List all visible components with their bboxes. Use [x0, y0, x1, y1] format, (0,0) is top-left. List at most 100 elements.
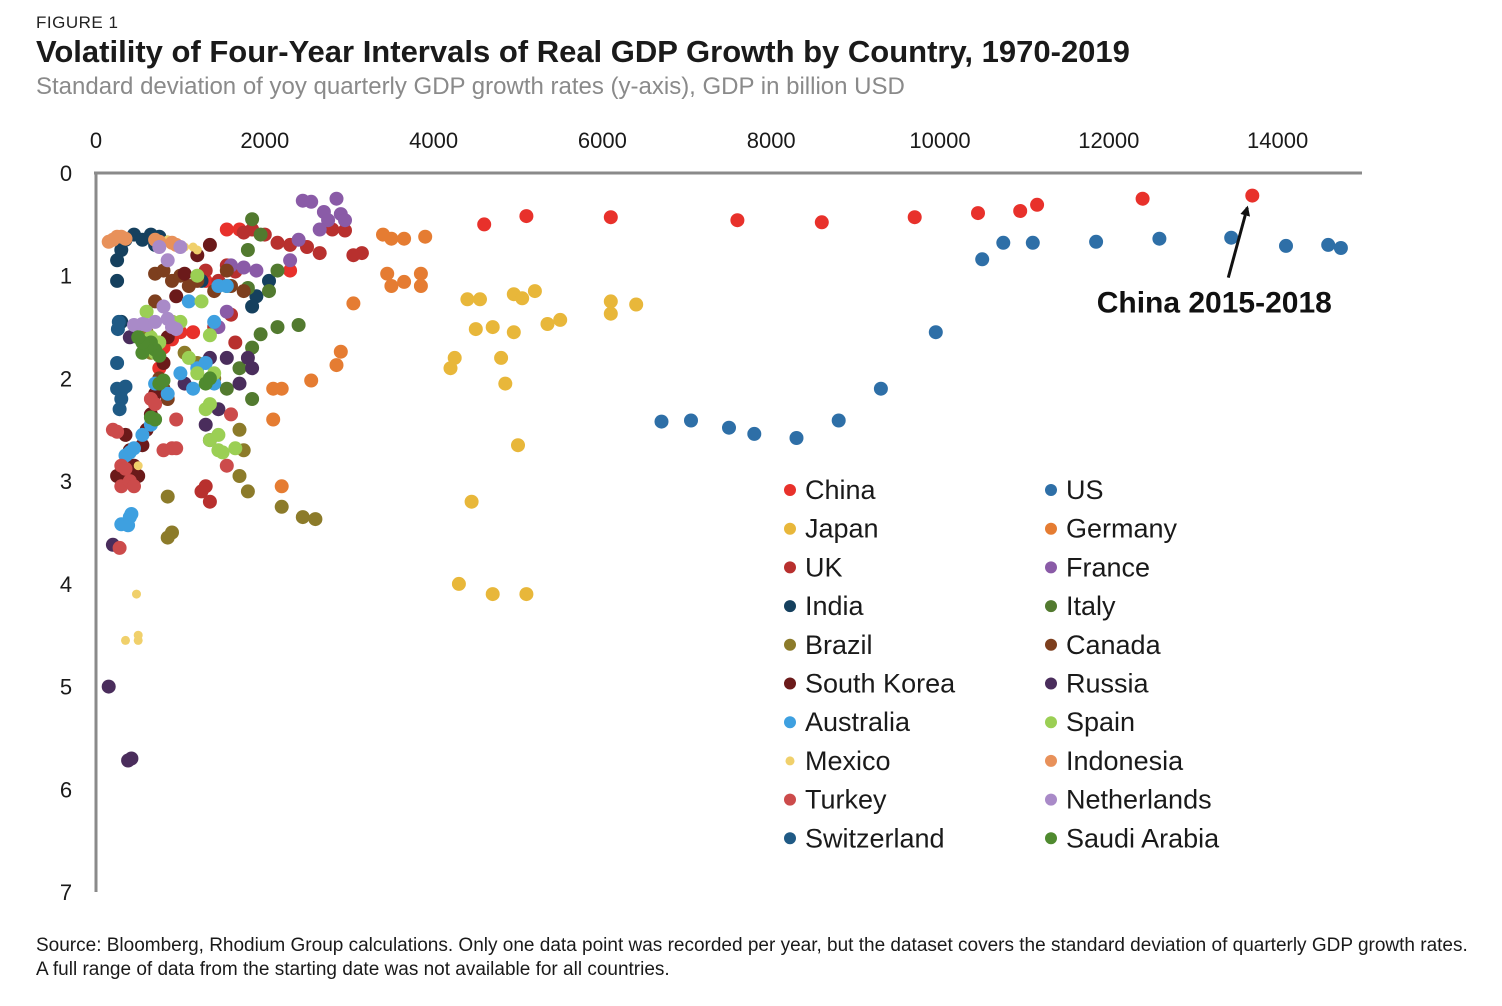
source-note: Source: Bloomberg, Rhodium Group calcula…	[36, 935, 1468, 980]
data-point-france	[321, 213, 336, 228]
data-point-uk	[354, 246, 369, 261]
legend: China US Japan Germany UK France India Italy Bra…	[784, 475, 1220, 853]
data-point-china	[283, 263, 298, 278]
data-point-australia	[160, 386, 175, 401]
data-point-us	[1152, 231, 1167, 246]
data-point-brazil	[240, 484, 255, 499]
data-point-us	[789, 431, 804, 445]
data-point-turkey	[148, 397, 163, 412]
data-point-italy	[253, 227, 268, 242]
data-point-germany	[304, 373, 319, 388]
data-point-china	[1245, 188, 1260, 203]
axes: 0 2000 4000 6000 8000 10000 12000 14000 0 1 2 3 4 5 6 7	[60, 128, 1362, 905]
annotation-arrow	[1226, 205, 1251, 278]
data-point-brazil	[232, 422, 247, 437]
legend-marker	[784, 484, 796, 496]
data-point-saudi-arabia	[135, 345, 150, 360]
data-point-spain	[211, 427, 226, 442]
data-point-italy	[270, 263, 285, 278]
data-point-uk	[338, 223, 352, 238]
data-point-russia	[219, 350, 234, 365]
data-point-china	[971, 206, 985, 221]
legend-label: Netherlands	[1066, 785, 1212, 815]
data-point-netherlands	[173, 240, 188, 254]
data-point-japan	[498, 376, 513, 391]
data-point-germany	[397, 231, 412, 246]
legend-label: Brazil	[805, 630, 873, 660]
data-point-us	[1224, 230, 1239, 245]
data-point-italy	[245, 392, 260, 406]
data-point-spain	[228, 441, 243, 456]
data-point-us	[873, 381, 888, 396]
data-point-spain	[202, 397, 217, 412]
data-point-italy	[219, 381, 234, 396]
data-point-australia	[198, 356, 213, 370]
data-point-us	[996, 235, 1011, 250]
data-point-italy	[245, 212, 260, 227]
x-tick-label: 14000	[1247, 128, 1308, 153]
legend-label: Australia	[805, 707, 911, 737]
data-point-spain	[139, 304, 154, 319]
data-point-japan	[540, 317, 555, 331]
legend-marker	[784, 600, 796, 613]
data-point-italy	[253, 327, 268, 342]
legend-marker	[1045, 754, 1057, 767]
data-point-us	[654, 414, 669, 429]
data-point-china	[219, 222, 234, 237]
data-point-china	[730, 213, 745, 228]
data-point-france	[291, 232, 306, 247]
y-tick-label: 2	[60, 366, 72, 391]
y-tick-label: 7	[60, 880, 72, 905]
data-point-germany	[384, 279, 399, 293]
data-point-spain	[202, 328, 217, 343]
x-tick-label: 2000	[240, 128, 289, 153]
data-point-japan	[519, 587, 534, 602]
data-point-italy	[240, 243, 255, 257]
x-tick-label: 12000	[1078, 128, 1139, 153]
data-point-us	[1025, 235, 1040, 250]
data-point-france	[219, 304, 234, 319]
data-point-france	[249, 263, 264, 278]
data-point-us	[831, 413, 846, 428]
legend-label: UK	[805, 552, 843, 582]
data-point-japan	[468, 322, 483, 337]
data-point-brazil	[274, 499, 289, 514]
legend-marker	[1045, 522, 1057, 535]
data-point-france	[338, 213, 352, 228]
data-point-us	[1279, 238, 1293, 253]
data-point-japan	[629, 297, 644, 312]
figure-label: FIGURE 1	[36, 13, 119, 32]
x-tick-label: 10000	[909, 128, 970, 153]
data-point-netherlands	[152, 240, 167, 254]
data-point-brazil	[160, 489, 175, 504]
data-point-canada	[236, 284, 251, 299]
data-point-japan	[527, 284, 542, 299]
data-point-switzerland	[118, 379, 133, 394]
legend-marker	[784, 677, 796, 690]
data-point-spain	[190, 366, 205, 381]
data-point-germany	[413, 279, 428, 293]
legend-label: Canada	[1066, 630, 1162, 660]
legend-label: Japan	[805, 514, 879, 544]
data-point-uk	[270, 235, 285, 250]
chart-title: Volatility of Four-Year Intervals of Rea…	[36, 34, 1130, 69]
data-point-turkey	[127, 479, 141, 494]
data-point-japan	[485, 320, 500, 335]
data-point-us	[747, 426, 762, 441]
data-point-us	[684, 413, 698, 428]
data-point-south-korea	[202, 237, 217, 252]
data-point-china	[1030, 197, 1045, 212]
data-point-saudi-arabia	[202, 371, 217, 386]
data-point-china	[519, 209, 534, 224]
legend-label: India	[805, 591, 865, 621]
data-point-india	[110, 273, 125, 288]
data-point-indonesia	[118, 231, 133, 246]
data-points	[101, 188, 1348, 768]
data-point-japan	[464, 494, 479, 509]
data-point-brazil	[160, 530, 175, 545]
data-point-italy	[262, 284, 276, 299]
data-point-netherlands	[156, 299, 171, 314]
data-point-japan	[485, 587, 500, 602]
data-point-turkey	[169, 441, 184, 456]
